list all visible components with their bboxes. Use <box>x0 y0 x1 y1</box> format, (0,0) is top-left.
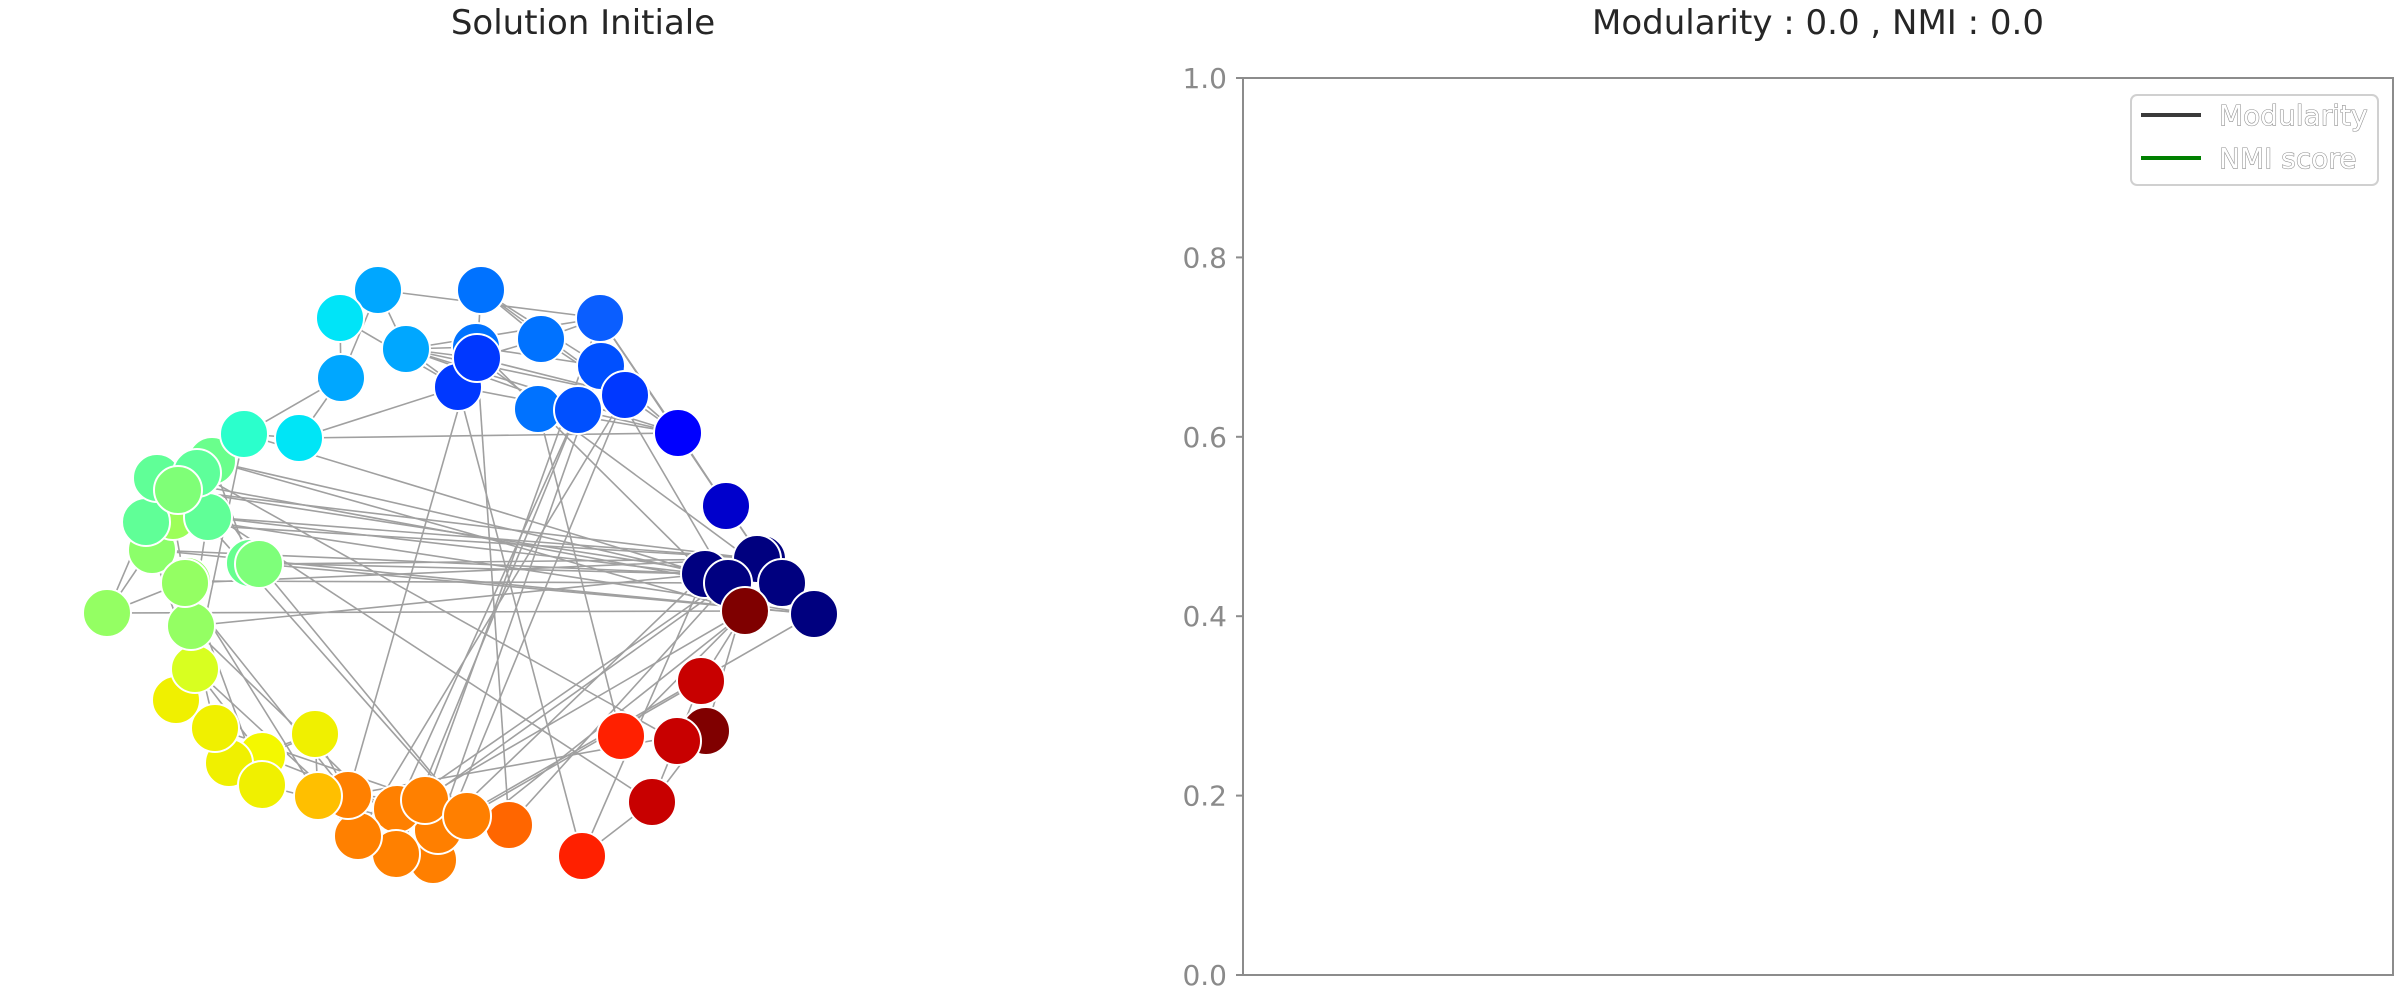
network-node <box>452 333 502 383</box>
line-chart-title: Modularity : 0.0 , NMI : 0.0 <box>1592 3 2044 43</box>
legend-label-nmi: NMI score <box>2219 142 2357 175</box>
y-tick-label: 0.6 <box>1182 421 1227 454</box>
network-node <box>290 709 340 759</box>
network-node <box>190 703 240 753</box>
network-edge <box>249 562 706 575</box>
network-node <box>381 324 431 374</box>
network-node <box>400 775 450 825</box>
network-node <box>789 589 839 639</box>
legend: Modularity NMI score <box>2130 94 2379 186</box>
line-chart-panel: Modularity : 0.0 , NMI : 0.0 0.00.20.40.… <box>1182 3 2394 992</box>
network-node <box>553 385 603 435</box>
network-node <box>315 293 365 343</box>
y-tick-label: 0.2 <box>1182 780 1227 813</box>
network-node <box>701 481 751 531</box>
network-node <box>652 716 702 766</box>
network-node <box>166 601 216 651</box>
network-edge <box>457 386 583 857</box>
network-edge <box>508 582 729 826</box>
plot-frame <box>1242 77 2394 976</box>
network-node <box>293 771 343 821</box>
network-node <box>600 370 650 420</box>
network-edge <box>432 394 626 861</box>
network-edge <box>357 394 626 837</box>
y-tick-label: 0.0 <box>1182 959 1227 992</box>
network-node <box>170 644 220 694</box>
network-edge <box>396 409 579 810</box>
legend-label-modularity: Modularity <box>2219 99 2368 132</box>
network-edge <box>258 558 758 565</box>
network-edge <box>243 433 706 575</box>
network-node <box>557 831 607 881</box>
network-edge <box>106 610 746 614</box>
network-node <box>153 465 203 515</box>
network-edge <box>196 472 678 742</box>
network-panel: Solution Initiale <box>82 3 839 885</box>
network-node <box>82 588 132 638</box>
network-edge <box>347 346 477 796</box>
network-edge <box>184 558 758 584</box>
network-edge <box>537 408 622 737</box>
network-node <box>442 791 492 841</box>
network-node <box>456 265 506 315</box>
network-node <box>676 656 726 706</box>
y-tick-label: 0.4 <box>1182 600 1227 633</box>
network-edge <box>396 558 758 810</box>
network-edge <box>476 357 510 826</box>
network-node <box>316 353 366 403</box>
legend-box <box>2130 94 2379 186</box>
network-node <box>353 265 403 315</box>
network-edge <box>298 432 679 439</box>
network-edge <box>298 386 459 439</box>
network-node <box>333 811 383 861</box>
network-node <box>160 558 210 608</box>
network-node <box>234 539 284 589</box>
network-node <box>237 760 287 810</box>
network-edge <box>177 489 758 560</box>
y-tick-label: 0.8 <box>1182 241 1227 274</box>
network-node <box>627 777 677 827</box>
network-node <box>484 800 534 850</box>
network-node <box>757 558 807 608</box>
network-node <box>575 293 625 343</box>
network-edge <box>405 317 601 350</box>
y-tick-label: 1.0 <box>1182 62 1227 95</box>
network-edge <box>466 680 702 817</box>
network-edge <box>258 563 468 817</box>
network-edge <box>437 573 706 831</box>
network-edge <box>211 460 746 612</box>
network-node <box>653 408 703 458</box>
network-node <box>516 314 566 364</box>
y-axis: 0.0 0.2 0.4 0.6 0.8 1.0 <box>1182 62 1243 992</box>
network-title: Solution Initiale <box>451 3 715 43</box>
network-node <box>596 711 646 761</box>
network-nodes <box>82 265 839 885</box>
network-node <box>219 409 269 459</box>
network-edge <box>211 460 706 575</box>
network-node <box>274 413 324 463</box>
network-edge <box>156 477 653 803</box>
network-node <box>720 586 770 636</box>
